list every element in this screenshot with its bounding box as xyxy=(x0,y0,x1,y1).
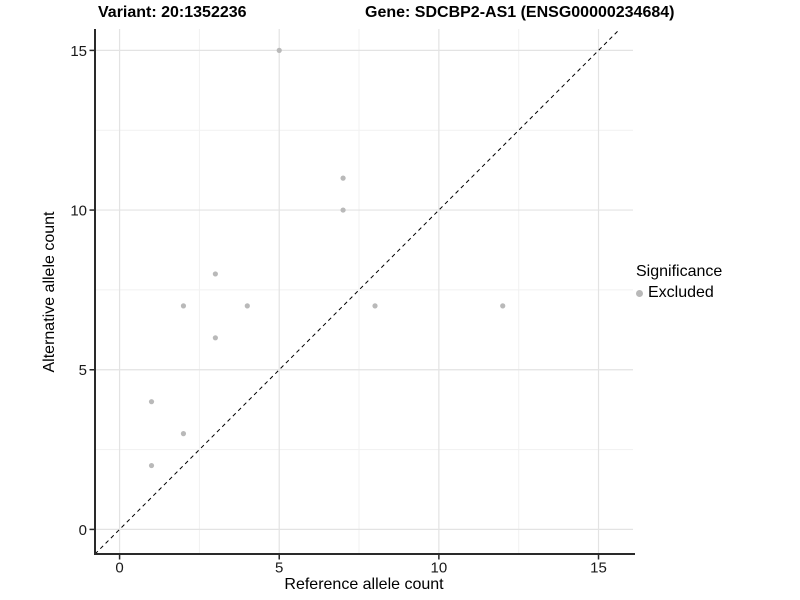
x-axis-title: Reference allele count xyxy=(284,576,444,593)
excluded-point-icon xyxy=(636,289,643,297)
data-point xyxy=(180,303,187,309)
x-tick-label: 15 xyxy=(590,560,607,577)
legend: Significance Excluded xyxy=(636,263,722,302)
legend-item-excluded: Excluded xyxy=(636,284,722,302)
data-point xyxy=(340,175,346,181)
y-tick-label: 5 xyxy=(79,362,87,379)
legend-title: Significance xyxy=(636,263,723,280)
data-point xyxy=(212,335,218,341)
y-axis-title: Alternative allele count xyxy=(41,211,58,373)
gene-title: Gene: SDCBP2-AS1 (ENSG00000234684) xyxy=(365,4,675,21)
x-tick-label: 5 xyxy=(275,560,283,577)
x-tick-label: 10 xyxy=(431,560,448,577)
x-tick-label: 0 xyxy=(115,560,123,577)
data-point xyxy=(500,303,506,309)
legend-item-label: Excluded xyxy=(648,284,714,301)
identity-line xyxy=(94,28,621,555)
data-point xyxy=(148,462,155,469)
data-point xyxy=(340,207,346,213)
y-tick-label: 0 xyxy=(79,522,87,539)
data-point xyxy=(212,271,218,277)
y-tick-label: 15 xyxy=(70,43,87,60)
variant-title: Variant: 20:1352236 xyxy=(98,4,247,21)
data-point xyxy=(148,399,155,405)
data-point xyxy=(180,431,187,437)
data-point xyxy=(372,303,378,309)
data-point xyxy=(244,303,250,309)
data-point xyxy=(276,47,282,53)
y-tick-label: 10 xyxy=(70,203,87,220)
